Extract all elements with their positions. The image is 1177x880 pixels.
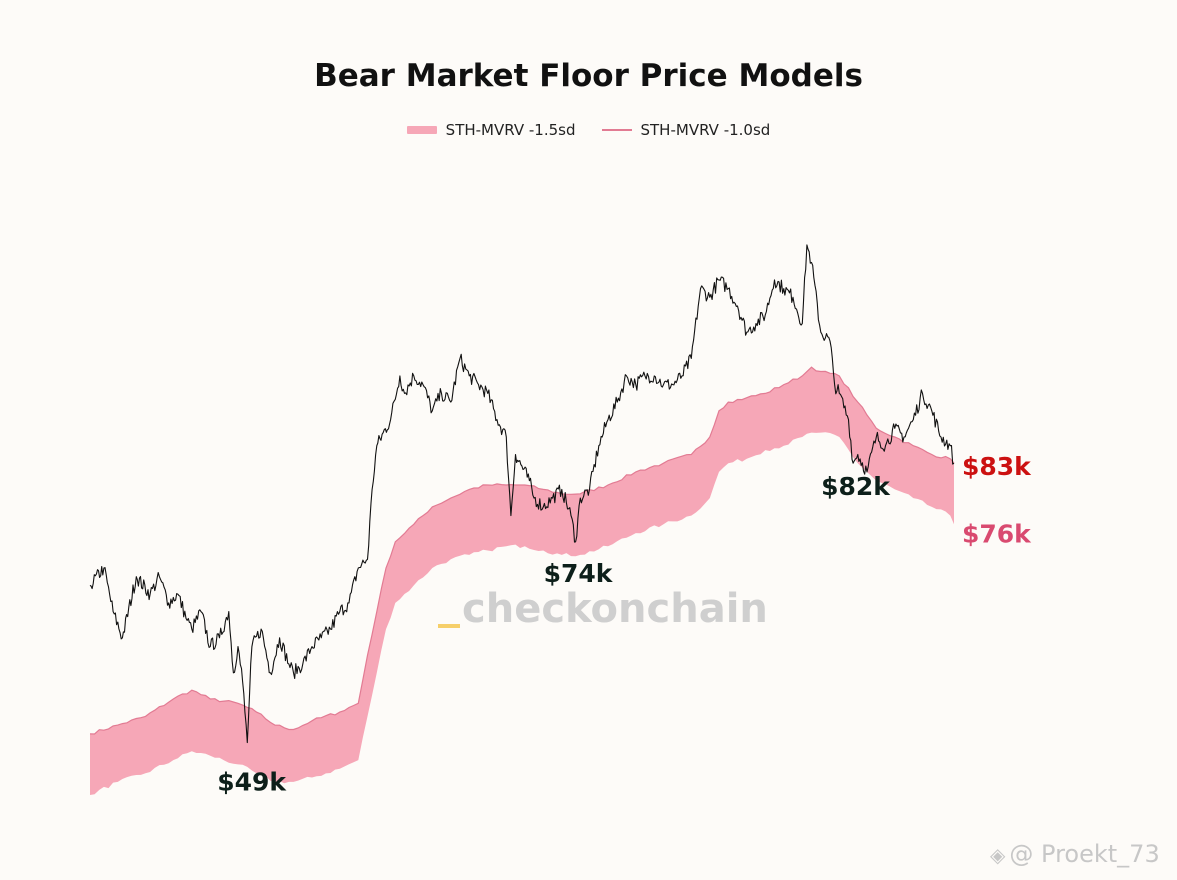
line-sth-mvrv-1.0sd [89, 366, 955, 735]
chart-legend: STH-MVRV -1.5sd STH-MVRV -1.0sd [0, 121, 1177, 139]
legend-label-line: STH-MVRV -1.0sd [640, 121, 771, 139]
footer-watermark: ◈ @ Proekt_73 [990, 840, 1160, 868]
chart-watermark-underscore [438, 624, 460, 628]
chart-title: Bear Market Floor Price Models [314, 58, 863, 94]
annotation-label: $49k [217, 768, 287, 797]
annotation-label: $76k [962, 519, 1032, 548]
annotation-label: $82k [821, 472, 891, 501]
footer-watermark-text: @ Proekt_73 [1009, 840, 1160, 868]
diamond-logo-icon: ◈ [990, 843, 1006, 867]
annotation-label: $83k [962, 452, 1032, 481]
legend-swatch-line [601, 129, 632, 131]
legend-label-band: STH-MVRV -1.5sd [445, 121, 576, 139]
legend-item-line: STH-MVRV -1.0sd [601, 121, 771, 139]
legend-swatch-band [406, 126, 437, 134]
annotation-label: $74k [544, 559, 614, 588]
line-price [89, 244, 955, 744]
chart-watermark: checkonchain [462, 586, 768, 632]
band-sth-mvrv-1.5sd [90, 367, 954, 795]
legend-item-band: STH-MVRV -1.5sd [406, 121, 576, 139]
